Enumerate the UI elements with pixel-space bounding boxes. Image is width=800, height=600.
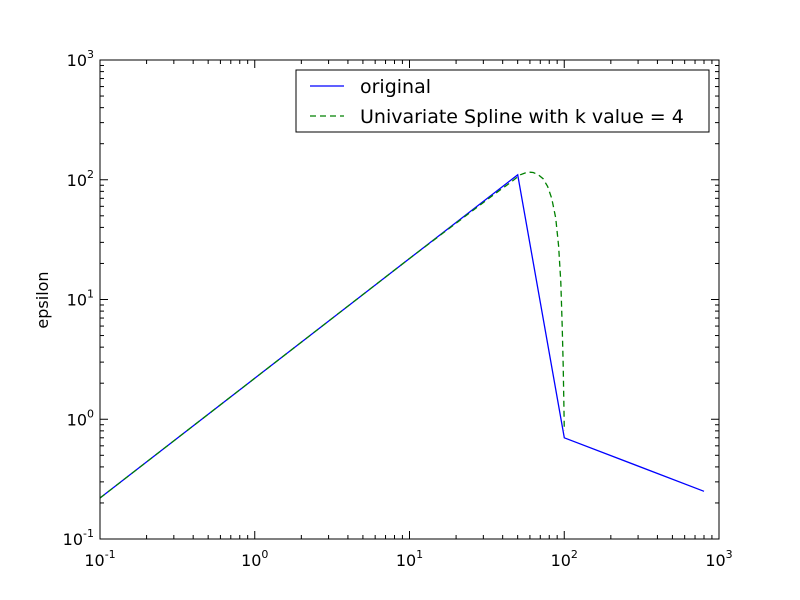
legend: original Univariate Spline with k value =… bbox=[295, 69, 710, 133]
y-tick-label: 102 bbox=[67, 168, 94, 190]
series-line-2 bbox=[99, 171, 565, 499]
x-tick-label: 103 bbox=[705, 548, 732, 570]
plot-area bbox=[99, 171, 705, 499]
y-tick-label: 103 bbox=[67, 48, 94, 70]
x-tick-label: 102 bbox=[551, 548, 578, 570]
legend-label-1: original bbox=[360, 76, 431, 98]
y-axis-label: epsilon bbox=[33, 271, 52, 328]
x-tick-label: 100 bbox=[241, 548, 268, 570]
x-tick-label: 10-1 bbox=[84, 548, 115, 570]
y-tick-label: 10-1 bbox=[63, 527, 94, 549]
legend-box bbox=[295, 69, 710, 133]
series-line-1 bbox=[99, 173, 705, 499]
axis-ticks: 10-1 100 101 102 103 10-1 100 101 102 103 bbox=[63, 48, 733, 570]
legend-label-2: Univariate Spline with k value = 4 bbox=[360, 106, 684, 128]
x-tick-label: 101 bbox=[396, 548, 423, 570]
y-tick-label: 100 bbox=[67, 407, 94, 429]
y-tick-label: 101 bbox=[67, 288, 94, 310]
